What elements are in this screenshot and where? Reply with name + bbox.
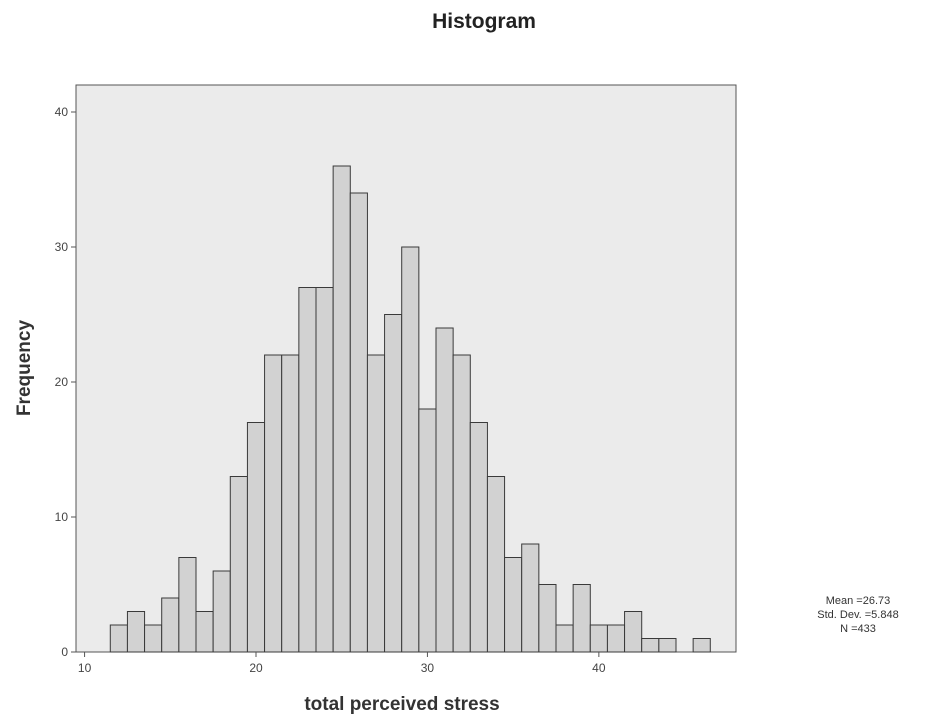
histogram-bar bbox=[246, 422, 266, 653]
histogram-bar bbox=[641, 638, 660, 653]
axis-ticks-group: 10 20 30 40 0 10 20 30 40 bbox=[55, 105, 606, 675]
y-tick-label: 10 bbox=[55, 510, 69, 524]
stats-n: N =433 bbox=[840, 623, 876, 635]
histogram-bar bbox=[229, 476, 248, 653]
stats-std-dev: Std. Dev. =5.848 bbox=[817, 609, 898, 621]
x-tick-label: 20 bbox=[249, 661, 263, 675]
histogram-bar bbox=[195, 611, 214, 653]
y-tick-label: 0 bbox=[61, 645, 68, 659]
y-tick-label: 20 bbox=[55, 375, 69, 389]
histogram-bar bbox=[109, 624, 128, 653]
histogram-bar bbox=[264, 354, 283, 653]
histogram-bar bbox=[144, 624, 163, 653]
y-tick-label: 30 bbox=[55, 240, 69, 254]
histogram-bar bbox=[349, 192, 368, 653]
histogram-bar bbox=[315, 287, 334, 653]
histogram-bar bbox=[452, 354, 471, 653]
histogram-bar bbox=[281, 354, 300, 653]
histogram-bar bbox=[521, 543, 540, 653]
histogram-bar bbox=[212, 570, 231, 653]
histogram-bar bbox=[658, 638, 677, 653]
x-tick-label: 40 bbox=[592, 661, 606, 675]
stats-box: Mean =26.73 Std. Dev. =5.848 N =433 bbox=[817, 595, 898, 635]
histogram-bar bbox=[418, 408, 437, 653]
chart-title: Histogram bbox=[432, 10, 536, 33]
y-axis-label: Frequency bbox=[14, 320, 35, 417]
y-tick-label: 40 bbox=[55, 105, 69, 119]
stats-mean: Mean =26.73 bbox=[826, 595, 891, 607]
histogram-bar bbox=[435, 327, 454, 653]
histogram-bar bbox=[538, 584, 557, 653]
histogram-bar bbox=[606, 624, 626, 653]
histogram-bar bbox=[624, 611, 643, 653]
x-tick-label: 30 bbox=[421, 661, 435, 675]
histogram-bar bbox=[572, 584, 591, 653]
histogram-bar bbox=[178, 557, 197, 653]
histogram-bar bbox=[298, 287, 317, 653]
histogram-bar bbox=[401, 246, 420, 653]
histogram-bar bbox=[161, 597, 180, 653]
histogram-bar bbox=[469, 422, 488, 653]
histogram-bar bbox=[486, 476, 506, 653]
histogram-bar bbox=[504, 557, 523, 653]
histogram-bar bbox=[692, 638, 711, 653]
histogram-bar bbox=[589, 624, 608, 653]
x-tick-label: 10 bbox=[78, 661, 92, 675]
histogram-bar bbox=[384, 314, 403, 653]
histogram-bar bbox=[332, 165, 351, 653]
bars-group bbox=[109, 165, 711, 653]
x-axis-label: total perceived stress bbox=[304, 694, 499, 715]
histogram-bar bbox=[126, 611, 146, 653]
histogram-bar bbox=[366, 354, 386, 653]
histogram-bar bbox=[555, 624, 574, 653]
